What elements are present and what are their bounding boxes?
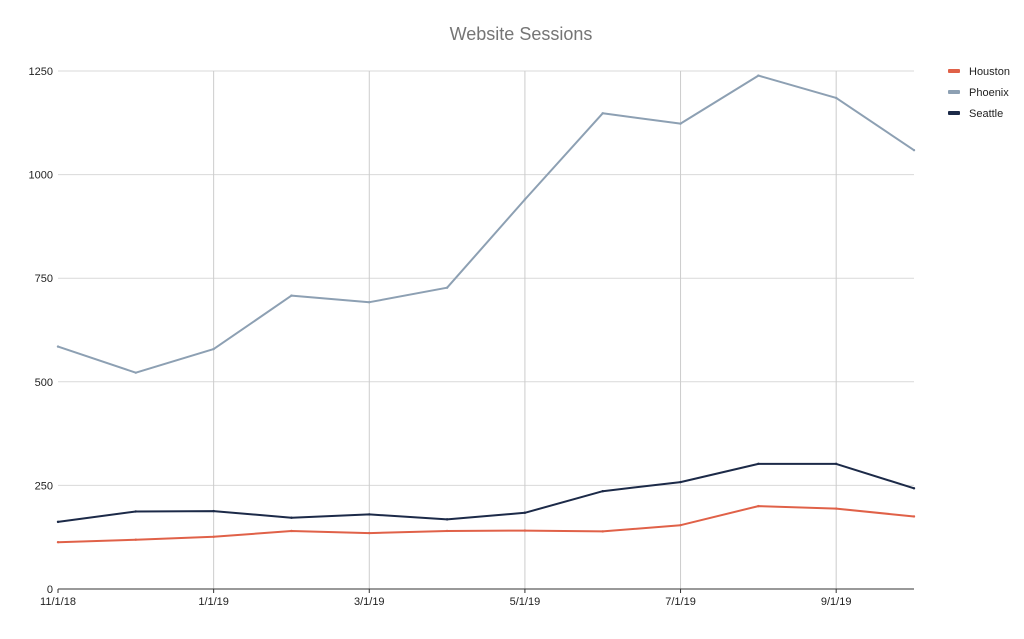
data-point-phoenix [757,74,760,77]
data-point-houston [601,530,604,533]
x-tick-label: 3/1/19 [354,596,385,608]
data-point-seattle [601,490,604,493]
series-line-phoenix [57,74,915,374]
x-tick-label: 5/1/19 [510,596,541,608]
y-tick-label: 1000 [29,170,53,182]
grid [58,70,914,589]
x-tick-label: 1/1/19 [198,596,229,608]
data-point-houston [912,515,916,518]
x-tick-label: 7/1/19 [665,596,696,608]
data-point-seattle [290,516,293,519]
data-point-houston [56,540,60,544]
data-point-seattle [134,510,138,513]
legend-swatch-phoenix [948,90,960,94]
y-tick-label: 1250 [29,66,53,78]
data-point-phoenix [290,294,293,297]
data-point-houston [757,504,760,508]
legend-swatch-houston [948,69,960,73]
axes: 0 250 500 750 1000 1250 11/1/18 1/1/19 3/1/19 5/1… [29,66,914,608]
data-point-seattle [834,462,838,466]
data-point-phoenix [56,345,60,348]
data-point-houston [679,523,682,527]
data-point-houston [834,507,838,510]
data-point-houston [290,529,293,533]
data-point-seattle [56,520,60,524]
data-point-seattle [757,462,760,466]
series-line-houston [57,505,915,544]
series-lines [56,74,916,544]
data-point-houston [134,538,138,541]
data-point-seattle [212,509,215,513]
data-point-houston [368,531,371,535]
legend-label-houston: Houston [969,66,1010,78]
y-tick-label: 500 [35,377,53,389]
data-point-phoenix [368,301,371,304]
data-point-seattle [679,480,682,484]
legend-label-seattle: Seattle [969,108,1003,120]
legend: Houston Phoenix Seattle [948,66,1010,120]
series-line-seattle [57,462,915,523]
data-point-houston [212,535,215,538]
data-point-houston [445,529,449,533]
data-point-phoenix [523,198,527,201]
y-tick-label: 750 [35,273,53,285]
data-point-phoenix [134,371,138,374]
data-point-phoenix [212,347,215,351]
data-point-phoenix [601,112,604,115]
data-point-houston [523,529,527,532]
x-tick-label: 9/1/19 [821,596,852,608]
data-point-seattle [445,518,449,521]
data-point-phoenix [679,122,682,125]
data-point-seattle [523,511,527,514]
y-tick-label: 250 [35,480,53,492]
data-point-phoenix [445,286,449,289]
chart-title: Website Sessions [450,24,593,44]
legend-label-phoenix: Phoenix [969,87,1009,99]
data-point-seattle [912,487,916,490]
legend-swatch-seattle [948,111,960,115]
y-tick-label: 0 [47,584,53,596]
x-tick-label: 11/1/18 [40,596,76,608]
data-point-seattle [368,513,371,516]
data-point-phoenix [834,96,838,100]
data-point-phoenix [912,148,916,152]
